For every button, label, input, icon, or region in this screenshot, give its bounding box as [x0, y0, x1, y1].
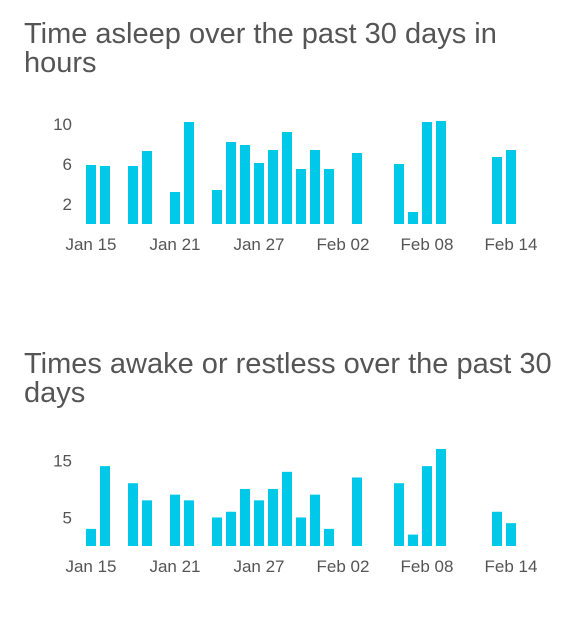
bar: [408, 212, 418, 224]
y-tick-label: 10: [53, 115, 72, 134]
bar: [128, 483, 138, 546]
bar: [226, 511, 236, 546]
bar: [240, 488, 250, 546]
bar: [436, 449, 446, 546]
bar: [254, 500, 264, 546]
y-tick-label: 5: [63, 508, 72, 527]
bar: [212, 190, 222, 224]
bar: [212, 517, 222, 546]
bar: [394, 164, 404, 224]
sleep-chart-panel: Time asleep over the past 30 days in hou…: [0, 0, 584, 300]
bar: [296, 517, 306, 546]
x-tick-label: Jan 27: [233, 235, 284, 254]
bar: [142, 151, 152, 224]
bar: [100, 166, 110, 224]
bar: [492, 511, 502, 546]
bar: [394, 483, 404, 546]
sleep-bar-chart: 2 6 10 Jan 15 Jan 21 Jan 27 Feb 02 Feb 08 Feb 14: [53, 115, 538, 254]
bar: [506, 523, 516, 546]
x-tick-label: Feb 08: [401, 557, 454, 576]
bar: [324, 169, 334, 224]
bar: [324, 528, 334, 546]
chart-title: Times awake or restless over the past 30…: [24, 348, 552, 409]
x-tick-label: Jan 15: [65, 235, 116, 254]
awake-chart-panel: Times awake or restless over the past 30…: [0, 330, 584, 626]
bar: [492, 157, 502, 224]
bar: [422, 122, 432, 224]
bar: [254, 163, 264, 224]
x-tick-label: Feb 02: [317, 557, 370, 576]
bar: [408, 534, 418, 546]
bar: [226, 142, 236, 224]
x-tick-label: Jan 21: [149, 557, 200, 576]
bar: [506, 150, 516, 224]
bar: [310, 494, 320, 546]
x-tick-label: Feb 02: [317, 235, 370, 254]
y-tick-label: 2: [63, 195, 72, 214]
chart-title: Time asleep over the past 30 days in hou…: [24, 18, 497, 79]
bar: [86, 528, 96, 546]
bar: [352, 153, 362, 224]
y-tick-label: 15: [53, 451, 72, 470]
bar: [100, 466, 110, 546]
bar: [142, 500, 152, 546]
x-tick-label: Jan 21: [149, 235, 200, 254]
x-tick-label: Jan 15: [65, 557, 116, 576]
bar: [184, 122, 194, 224]
bar: [170, 494, 180, 546]
x-tick-label: Feb 08: [401, 235, 454, 254]
bar: [296, 169, 306, 224]
bar: [268, 150, 278, 224]
bar: [240, 145, 250, 224]
bar: [268, 488, 278, 546]
x-tick-label: Feb 14: [485, 235, 538, 254]
bar: [422, 466, 432, 546]
y-tick-label: 6: [63, 155, 72, 174]
bar: [282, 132, 292, 224]
bar: [128, 166, 138, 224]
bar: [184, 500, 194, 546]
bar: [352, 477, 362, 546]
bar: [282, 471, 292, 546]
x-tick-label: Jan 27: [233, 557, 284, 576]
bar: [436, 121, 446, 224]
bar: [86, 165, 96, 224]
x-tick-label: Feb 14: [485, 557, 538, 576]
bar: [310, 150, 320, 224]
bar: [170, 192, 180, 224]
awake-bar-chart: 5 15 Jan 15 Jan 21 Jan 27 Feb 02 Feb 08 Feb 14: [53, 449, 538, 576]
